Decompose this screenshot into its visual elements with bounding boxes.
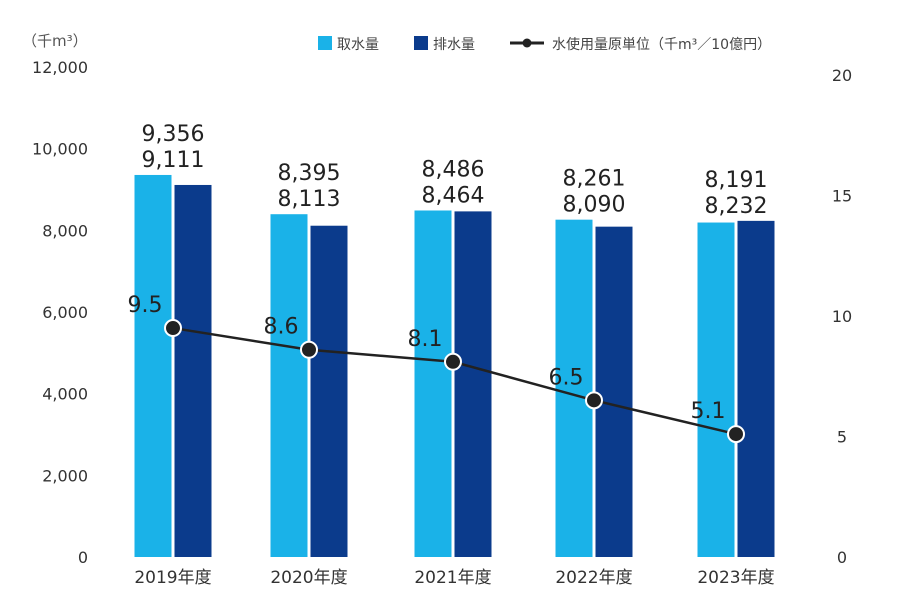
left-tick-label: 12,000 xyxy=(32,58,88,77)
line-value-label: 9.5 xyxy=(128,293,163,318)
legend-label-intake: 取水量 xyxy=(337,37,379,53)
discharge-value-label: 8,232 xyxy=(705,194,768,219)
legend-label-discharge: 排水量 xyxy=(433,37,475,53)
intake-value-label: 9,356 xyxy=(142,122,205,147)
left-tick-label: 4,000 xyxy=(42,385,88,404)
left-axis-unit: （千m³） xyxy=(22,32,88,50)
discharge-bar xyxy=(454,211,492,558)
intake-bar xyxy=(414,210,452,557)
left-axis: 0 2,000 4,000 6,000 8,000 10,000 12,000 xyxy=(32,58,88,567)
x-tick-label: 2023年度 xyxy=(697,568,774,588)
line-value-label: 6.5 xyxy=(549,365,584,390)
x-tick-label: 2021年度 xyxy=(414,568,491,588)
intake-bar xyxy=(555,219,593,557)
line-point xyxy=(164,319,182,338)
right-tick-label: 10 xyxy=(832,307,852,326)
line-value-label: 5.1 xyxy=(691,399,726,424)
right-tick-label: 0 xyxy=(837,548,847,567)
discharge-bar xyxy=(595,226,633,558)
discharge-value-label: 9,111 xyxy=(142,148,205,173)
intake-bar xyxy=(697,222,735,557)
legend-point-icon xyxy=(522,38,532,48)
line-point xyxy=(585,391,603,410)
left-tick-label: 8,000 xyxy=(42,221,88,240)
x-tick-label: 2020年度 xyxy=(270,568,347,588)
discharge-bar xyxy=(737,220,775,558)
intake-bar xyxy=(134,174,172,558)
line-value-label: 8.1 xyxy=(408,327,443,352)
right-tick-label: 15 xyxy=(832,187,852,206)
intake-value-label: 8,486 xyxy=(422,157,485,182)
left-tick-label: 2,000 xyxy=(42,466,88,485)
intake-value-label: 8,191 xyxy=(705,168,768,193)
x-tick-label: 2019年度 xyxy=(134,568,211,588)
discharge-bar xyxy=(174,184,212,557)
line-series: 9.5 8.6 8.1 6.5 5.1 xyxy=(128,293,745,444)
discharge-bar xyxy=(310,225,348,557)
legend-swatch-intake xyxy=(318,36,332,50)
left-tick-label: 10,000 xyxy=(32,140,88,159)
discharge-value-label: 8,090 xyxy=(563,193,626,218)
legend-label-intensity: 水使用量原単位（千m³／10億円） xyxy=(552,36,771,53)
line-point xyxy=(444,352,462,371)
line-point xyxy=(727,425,745,444)
legend: 取水量 排水量 水使用量原単位（千m³／10億円） xyxy=(318,36,771,53)
legend-swatch-discharge xyxy=(414,36,428,50)
intake-bar xyxy=(270,214,308,557)
right-tick-label: 20 xyxy=(832,66,852,85)
line-point xyxy=(300,340,318,359)
intake-value-label: 8,395 xyxy=(278,161,341,186)
x-tick-label: 2022年度 xyxy=(555,568,632,588)
right-axis: 0 5 10 15 20 xyxy=(832,66,852,567)
x-axis: 2019年度 2020年度 2021年度 2022年度 2023年度 xyxy=(134,568,774,588)
line-value-label: 8.6 xyxy=(264,315,299,340)
intake-value-label: 8,261 xyxy=(563,167,626,192)
discharge-value-label: 8,113 xyxy=(278,187,341,212)
left-tick-label: 0 xyxy=(78,548,88,567)
left-tick-label: 6,000 xyxy=(42,303,88,322)
right-tick-label: 5 xyxy=(837,428,847,447)
discharge-value-label: 8,464 xyxy=(422,183,485,208)
